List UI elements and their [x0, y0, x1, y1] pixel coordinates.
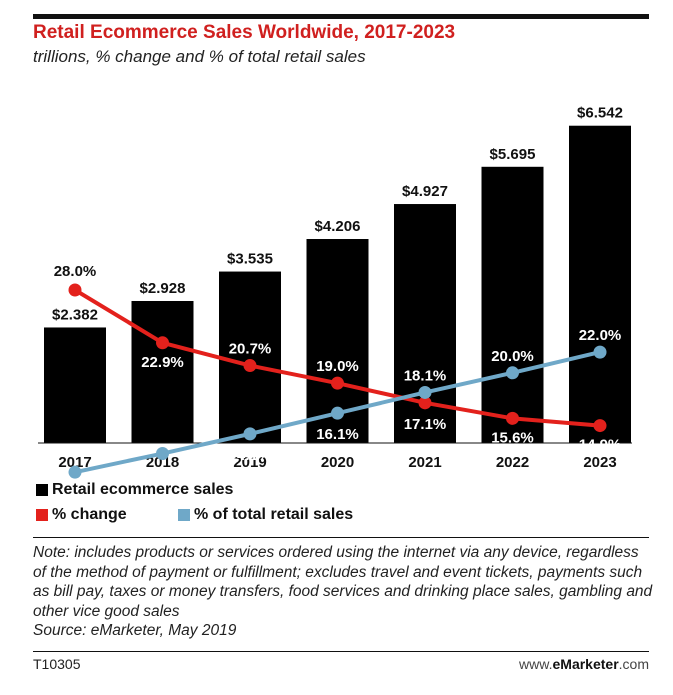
bar-value-label-2023: $6.542 — [577, 105, 623, 122]
x-tick-label-2017: 2017 — [58, 454, 91, 471]
legend-item-change: % change — [36, 506, 127, 524]
bar-value-label-2018: $2.928 — [140, 280, 186, 297]
share-point-2020 — [331, 406, 344, 420]
change-label-2023: 14.9% — [579, 437, 622, 454]
change-point-2018 — [156, 336, 169, 350]
share-point-2022 — [506, 366, 519, 380]
share-point-2021 — [418, 385, 432, 399]
bar-2023 — [569, 125, 631, 443]
share-label-2022: 20.0% — [491, 348, 534, 365]
top-rule — [33, 14, 649, 19]
bar-value-label-2022: $5.695 — [490, 146, 536, 163]
share-label-2021: 18.1% — [404, 367, 447, 384]
change-label-2021: 17.1% — [404, 416, 447, 433]
bar-value-label-2019: $3.535 — [227, 251, 273, 268]
bar-2018 — [131, 300, 194, 443]
chart-plot: $2.382 $2.928 $3.535 $4.206 $4.927 $5.695 $6.5… — [38, 105, 632, 480]
x-tick-label-2021: 2021 — [408, 454, 441, 471]
bar-value-label-2017: $2.382 — [52, 306, 98, 323]
x-tick-label-2019: 2019 — [233, 454, 266, 471]
divider — [33, 537, 649, 538]
change-label-2017: 28.0% — [54, 263, 97, 280]
note-text: Note: includes products or services orde… — [33, 544, 653, 620]
legend-label-sales: Retail ecommerce sales — [52, 481, 234, 498]
bar-2017 — [44, 327, 106, 443]
legend-swatch-share — [178, 509, 190, 521]
change-point-2019 — [243, 359, 257, 373]
x-tick-label-2018: 2018 — [146, 454, 179, 471]
chart-subtitle: trillions, % change and % of total retai… — [33, 47, 366, 66]
footnote: Note: includes products or services orde… — [33, 543, 653, 641]
change-point-2021 — [418, 396, 432, 410]
chart-title: Retail Ecommerce Sales Worldwide, 2017-2… — [33, 22, 456, 43]
change-point-2022 — [506, 411, 519, 425]
x-tick-label-2020: 2020 — [321, 454, 354, 471]
bar-value-label-2020: $4.206 — [315, 218, 361, 235]
change-point-2023 — [593, 419, 607, 433]
x-tick-label-2022: 2022 — [496, 454, 529, 471]
change-label-2022: 15.6% — [491, 429, 534, 446]
brand-suffix: .com — [618, 656, 649, 672]
divider-bottom — [33, 651, 649, 652]
share-point-2017 — [68, 465, 82, 479]
legend-label-share: % of total retail sales — [194, 506, 354, 523]
share-point-2018 — [156, 447, 169, 461]
brand-prefix: www. — [519, 656, 553, 672]
share-point-2023 — [593, 345, 607, 359]
share-label-2019: 14.1% — [229, 447, 272, 464]
share-label-2018: 12.2% — [141, 467, 184, 480]
change-point-2020 — [331, 376, 344, 390]
legend-item-sales: Retail ecommerce sales — [36, 481, 233, 499]
share-label-2023: 22.0% — [579, 327, 622, 344]
legend-swatch-change — [36, 509, 48, 521]
change-point-2017 — [68, 283, 82, 297]
x-tick-label-2023: 2023 — [583, 454, 616, 471]
share-label-2020: 16.1% — [316, 426, 359, 443]
legend-item-share: % of total retail sales — [178, 506, 353, 524]
source-text: Source: eMarketer, May 2019 — [33, 622, 237, 639]
share-point-2019 — [243, 427, 257, 441]
brand-name: eMarketer — [552, 656, 619, 672]
legend-swatch-sales — [36, 484, 48, 496]
bar-value-label-2021: $4.927 — [402, 183, 448, 200]
bar-2019 — [219, 271, 281, 443]
bar-2022 — [481, 166, 544, 444]
chart-id: T10305 — [33, 656, 81, 672]
legend-label-change: % change — [52, 506, 127, 523]
change-label-2018: 22.9% — [141, 354, 184, 371]
change-label-2019: 20.7% — [229, 341, 272, 358]
brand-logo[interactable]: www.eMarketer.com — [519, 656, 649, 672]
change-label-2020: 19.0% — [316, 358, 359, 375]
